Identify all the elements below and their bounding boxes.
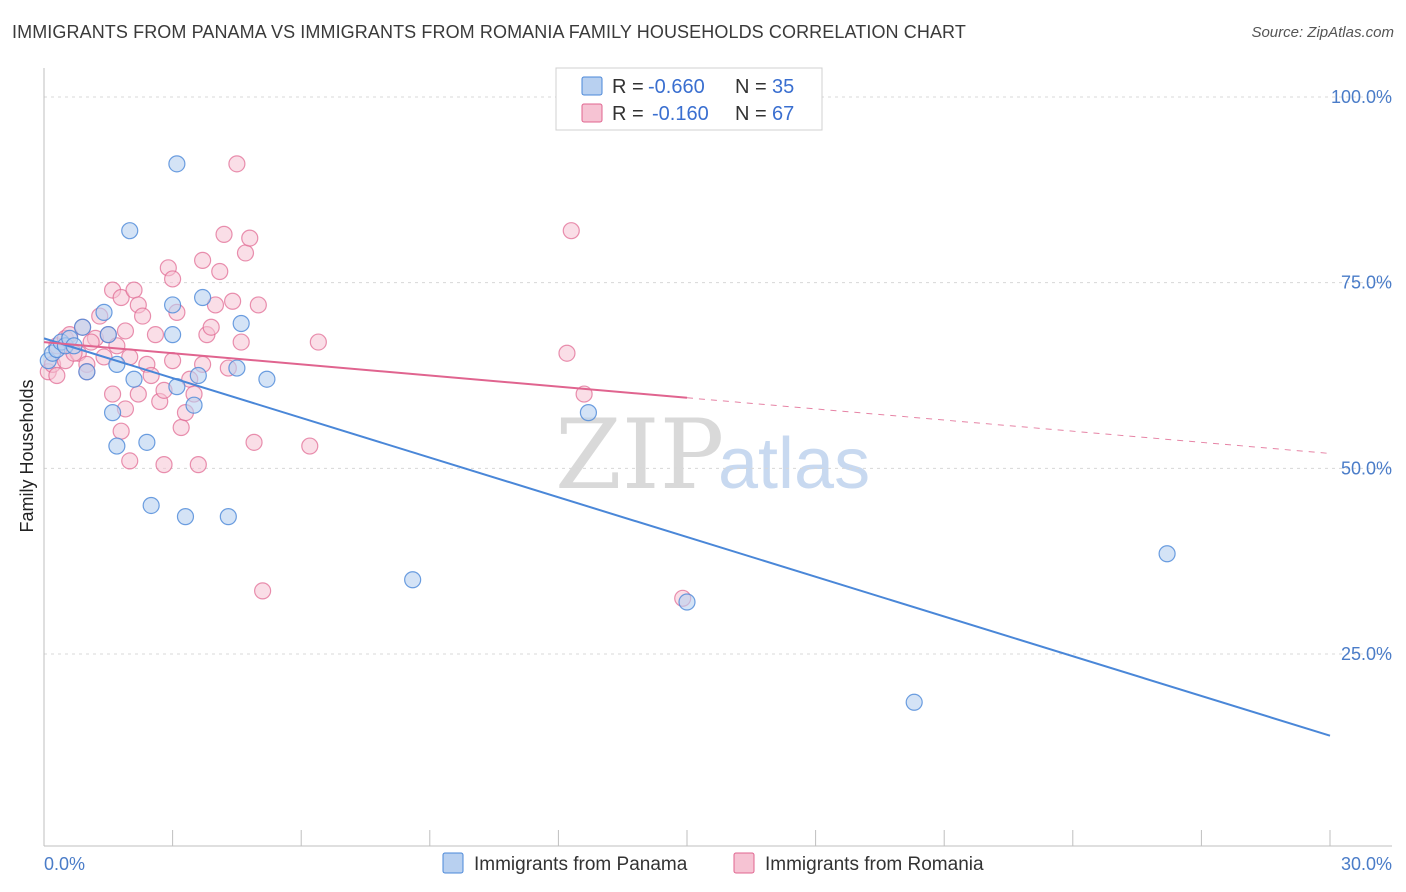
legend-n-label-romania: N =: [735, 103, 767, 125]
romania-point: [103, 385, 122, 403]
romania-point: [215, 225, 233, 243]
series-legend: Immigrants from Panama Immigrants from R…: [442, 852, 984, 875]
panama-point: [125, 370, 143, 388]
legend-r-value-romania: -0.160: [652, 103, 709, 125]
series-legend-label-romania: Immigrants from Romania: [765, 854, 984, 875]
panama-point: [103, 404, 122, 422]
legend-n-value-romania: 67: [772, 103, 794, 125]
romania-point: [82, 333, 100, 351]
romania-point: [112, 422, 130, 440]
panama-point: [189, 366, 207, 385]
romania-point: [558, 344, 576, 362]
panama-trend-line: [43, 337, 1331, 737]
panama-point: [176, 508, 195, 526]
panama-point: [194, 288, 212, 307]
panama-point: [73, 318, 92, 336]
trend-lines: [43, 337, 1331, 737]
romania-point: [172, 418, 190, 437]
panama-point: [258, 370, 276, 388]
legend-n-value-panama: 35: [772, 76, 794, 98]
panama-points: [39, 155, 1176, 711]
x-tick-label-max: 30.0%: [1341, 854, 1392, 874]
romania-point: [245, 433, 263, 451]
y-tick-label-25: 25.0%: [1341, 644, 1392, 664]
y-tick-label-75: 75.0%: [1341, 273, 1392, 293]
watermark-zip: ZIP: [555, 399, 724, 511]
legend-r-value-panama: -0.660: [648, 76, 705, 98]
romania-point: [206, 296, 225, 314]
panama-point: [78, 363, 96, 381]
correlation-legend: R = -0.660 N = 35 R = -0.160 N = 67: [555, 67, 823, 131]
panama-point: [678, 593, 696, 611]
panama-point: [228, 359, 246, 377]
panama-point: [142, 496, 160, 515]
romania-point: [249, 296, 267, 314]
panama-point: [404, 571, 422, 589]
y-axis-label: Family Households: [17, 379, 37, 532]
panama-point: [138, 433, 156, 451]
legend-r-label-panama: R =: [612, 76, 644, 98]
legend-n-label-panama: N =: [735, 76, 767, 98]
romania-point: [236, 244, 255, 262]
romania-trend-line: [43, 341, 688, 399]
romania-point: [48, 366, 66, 385]
watermark-atlas: atlas: [718, 424, 870, 504]
x-ticks: [43, 830, 1331, 846]
panama-point: [185, 396, 203, 414]
romania-point: [164, 352, 182, 370]
romania-point: [146, 326, 165, 344]
romania-point: [211, 262, 229, 281]
romania-point: [155, 456, 173, 474]
panama-point: [905, 693, 923, 711]
gridlines: [44, 96, 1392, 655]
legend-r-label-romania: R =: [612, 103, 644, 125]
panama-point: [219, 508, 237, 526]
romania-point: [232, 333, 250, 351]
romania-point: [164, 270, 182, 288]
y-tick-label-50: 50.0%: [1341, 458, 1392, 478]
panama-point: [108, 437, 126, 455]
romania-point: [142, 366, 160, 385]
panama-point: [121, 222, 139, 240]
panama-point: [232, 314, 250, 333]
panama-point: [164, 326, 182, 344]
romania-point: [121, 452, 139, 470]
panama-point: [164, 296, 182, 314]
romania-point: [562, 222, 580, 240]
romania-point: [112, 288, 130, 307]
panama-point: [95, 303, 113, 321]
panama-point: [579, 404, 598, 422]
romania-point: [202, 318, 220, 336]
romania-point: [228, 155, 246, 173]
romania-point: [129, 385, 147, 403]
romania-point: [301, 437, 319, 455]
romania-point: [116, 322, 135, 340]
x-tick-label-min: 0.0%: [44, 854, 85, 874]
romania-point: [309, 333, 327, 351]
series-legend-label-panama: Immigrants from Panama: [474, 854, 688, 875]
chart-source: Source: ZipAtlas.com: [1251, 24, 1394, 41]
legend-swatch-panama: [581, 76, 603, 96]
y-tick-label-100: 100.0%: [1331, 87, 1392, 107]
romania-point: [189, 456, 207, 474]
panama-point: [1158, 545, 1176, 563]
legend-swatch-romania: [581, 103, 603, 123]
chart-title: IMMIGRANTS FROM PANAMA VS IMMIGRANTS FRO…: [12, 22, 966, 42]
romania-point: [224, 292, 242, 310]
series-legend-swatch-romania: [733, 852, 755, 874]
series-legend-swatch-panama: [442, 852, 464, 874]
romania-point: [194, 251, 212, 269]
y-tick-labels: 25.0% 50.0% 75.0% 100.0%: [1331, 87, 1392, 664]
romania-point: [125, 281, 143, 299]
panama-point: [168, 155, 186, 173]
romania-point: [241, 229, 259, 247]
romania-point: [133, 307, 152, 325]
romania-point: [254, 582, 272, 600]
panama-point: [99, 326, 117, 344]
